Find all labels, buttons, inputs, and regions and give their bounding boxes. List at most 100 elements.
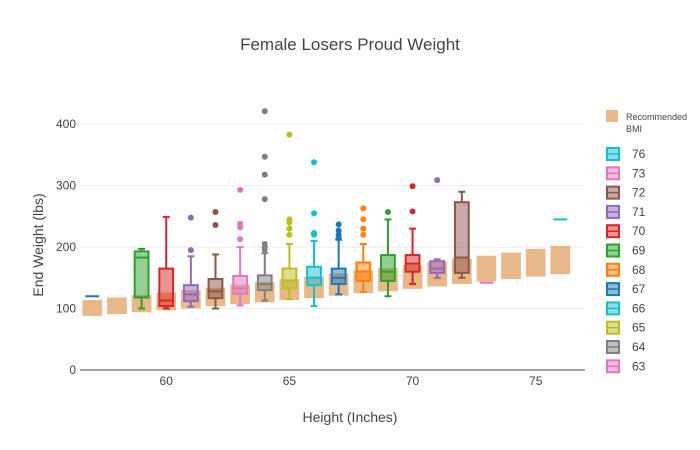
legend-swatch — [606, 110, 618, 122]
box-iqr — [232, 274, 249, 295]
box-iqr — [207, 278, 224, 300]
legend-label: Recommended — [626, 112, 687, 122]
y-tick-label: 100 — [56, 302, 76, 316]
box-plot-60[interactable] — [158, 215, 175, 310]
box-outlier — [286, 225, 293, 232]
box-plot-59[interactable] — [133, 247, 150, 310]
bmi-band — [476, 255, 497, 282]
legend-item-65[interactable]: 65 — [606, 320, 646, 335]
box-outlier — [311, 210, 318, 217]
box-iqr — [380, 254, 396, 282]
box-outlier — [286, 231, 293, 238]
legend-item-73[interactable]: 73 — [606, 166, 646, 181]
box-outlier — [261, 241, 268, 248]
x-tick-label: 60 — [160, 374, 174, 388]
box-outlier — [237, 220, 244, 227]
box-outlier — [409, 208, 416, 215]
box-plot-62[interactable] — [207, 209, 224, 310]
legend-label: 76 — [632, 147, 646, 161]
legend-label: 69 — [632, 244, 646, 258]
box-outlier — [261, 108, 268, 115]
box-outlier — [360, 225, 367, 232]
box-plot-69[interactable] — [380, 209, 396, 298]
box-outlier — [212, 221, 219, 228]
box-plot-68[interactable] — [355, 205, 372, 293]
box-outlier — [286, 131, 293, 138]
box-iqr — [453, 201, 470, 274]
box-outlier — [237, 186, 244, 193]
legend-label: 67 — [632, 282, 646, 296]
legend-item-67[interactable]: 67 — [606, 282, 646, 297]
legend-label: 63 — [632, 359, 646, 373]
y-tick-label: 0 — [69, 363, 76, 377]
box-outlier — [360, 231, 367, 238]
x-axis-title: Height (Inches) — [303, 409, 398, 425]
box-plot-65[interactable] — [281, 131, 298, 301]
box-plot-71[interactable] — [429, 177, 446, 279]
box-outlier — [237, 236, 244, 243]
chart-title: Female Losers Proud Weight — [240, 35, 460, 54]
legend-item-69[interactable]: 69 — [606, 243, 646, 258]
box-iqr — [182, 284, 199, 303]
box-iqr — [429, 260, 446, 274]
y-tick-label: 400 — [56, 117, 76, 131]
legend-label: 71 — [632, 205, 646, 219]
bmi-band — [501, 252, 521, 280]
box-plot-72[interactable] — [453, 190, 470, 279]
box-outlier — [261, 153, 268, 160]
box-outlier — [335, 231, 342, 238]
legend-label: 73 — [632, 166, 646, 180]
x-tick-label: 70 — [406, 374, 420, 388]
y-tick-label: 200 — [56, 240, 76, 254]
legend-label: 66 — [632, 301, 646, 315]
legend-label: 70 — [632, 224, 646, 238]
bmi-band — [107, 297, 127, 315]
legend-item-66[interactable]: 66 — [606, 301, 646, 316]
bmi-band — [82, 299, 103, 316]
box-outlier — [212, 209, 219, 216]
legend-item-68[interactable]: 68 — [606, 262, 646, 277]
axes: 0 100 200 300 400 60 65 70 75 — [56, 117, 585, 388]
box-iqr — [133, 250, 150, 299]
box-outlier — [261, 196, 268, 203]
gridlines — [80, 123, 585, 310]
recommended-bmi-bands — [82, 245, 571, 316]
box-plot-67[interactable] — [330, 221, 347, 296]
legend-item-72[interactable]: 72 — [606, 185, 646, 200]
box-outlier — [187, 247, 194, 254]
legend-item-recommended-bmi[interactable]: Recommended BMI — [606, 110, 687, 134]
legend-label: 64 — [632, 340, 646, 354]
box-outlier — [409, 183, 416, 190]
box-outlier — [335, 227, 342, 234]
box-plot-61[interactable] — [182, 214, 199, 308]
legend-item-63[interactable]: 63 — [606, 359, 646, 374]
box-outlier — [360, 216, 367, 223]
box-plot-70[interactable] — [404, 183, 421, 285]
box-plot-63[interactable] — [232, 186, 249, 307]
box-iqr — [256, 274, 273, 292]
box-outlier — [311, 159, 318, 166]
box-iqr — [330, 267, 347, 285]
legend[interactable]: Recommended BMI 76 73 72 71 70 69 68 67 66 65 64 63 — [606, 110, 687, 374]
bmi-band — [525, 248, 546, 277]
box-outlier — [187, 214, 194, 221]
legend-label: 72 — [632, 186, 646, 200]
legend-item-70[interactable]: 70 — [606, 224, 646, 239]
box-outlier — [311, 229, 318, 236]
box-iqr — [281, 267, 298, 290]
legend-label: BMI — [626, 124, 642, 134]
box-outlier — [261, 171, 268, 178]
legend-item-71[interactable]: 71 — [606, 204, 646, 219]
legend-item-64[interactable]: 64 — [606, 340, 646, 354]
legend-item-76[interactable]: 76 — [606, 147, 646, 161]
x-tick-label: 75 — [529, 374, 543, 388]
box-outlier — [286, 216, 293, 223]
box-plots — [85, 108, 568, 310]
box-plot-66[interactable] — [306, 159, 322, 308]
box-outlier — [434, 177, 441, 184]
box-outlier — [384, 209, 391, 216]
x-tick-label: 65 — [283, 374, 297, 388]
box-iqr — [306, 265, 322, 287]
box-plot-64[interactable] — [256, 108, 273, 302]
legend-label: 65 — [632, 321, 646, 335]
